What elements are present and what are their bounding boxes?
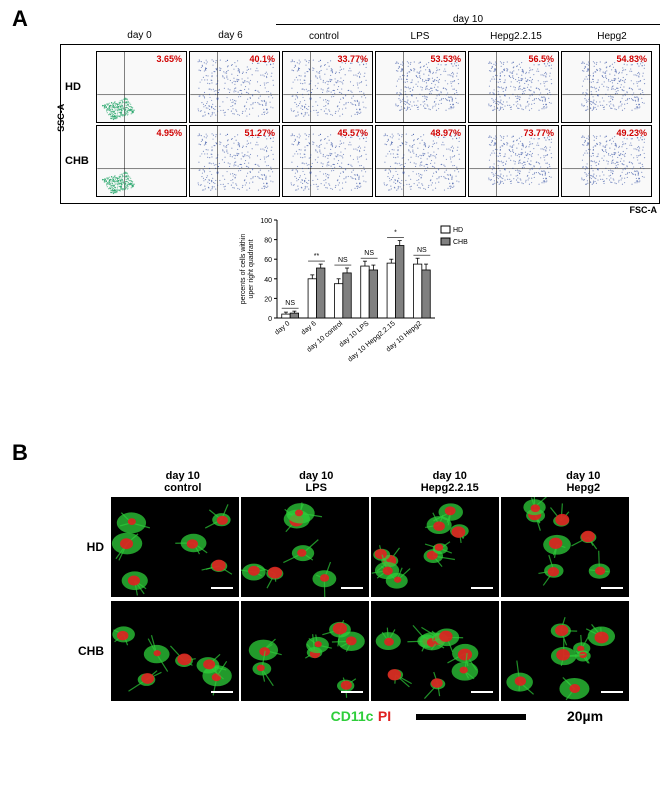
svg-text:NS: NS [417,247,427,254]
svg-text:NS: NS [285,300,295,307]
facs-percent: 73.77% [523,128,554,138]
svg-text:0: 0 [268,316,272,323]
facs-percent: 40.1% [249,54,275,64]
fluor-image [371,497,499,597]
facs-plot: 40.1% [189,51,280,123]
panel-b: day 10control day 10LPS day 10Hepg2.2.15… [60,470,650,726]
x-axis-label: FSC-A [630,205,658,215]
group-label: day 10 [276,14,660,25]
facs-plot: 48.97% [375,125,466,197]
fluor-image [501,601,629,701]
pb-h: day 10 [566,470,600,482]
fluor-image [111,497,239,597]
facs-percent: 49.23% [616,128,647,138]
fluor-row-label: CHB [60,644,110,658]
fluor-image [241,497,369,597]
col-lps: LPS [372,31,468,42]
scale-text: 20µm [567,708,603,724]
svg-text:uper right quadrant: uper right quadrant [248,239,255,298]
facs-percent: 4.95% [156,128,182,138]
fluor-row: CHB [60,600,650,702]
facs-plot: 73.77% [468,125,559,197]
fluor-row: HD [60,496,650,598]
facs-plot: 4.95% [96,125,187,197]
facs-plot: 33.77% [282,51,373,123]
panel-a: day 0 day 6 day 10 control LPS Hepg2.2.1… [60,30,660,204]
col-day6: day 6 [185,30,276,42]
facs-percent: 54.83% [616,54,647,64]
facs-row-label: HD [65,81,95,93]
facs-percent: 33.77% [337,54,368,64]
svg-text:*: * [394,230,397,237]
facs-plot: 49.23% [561,125,652,197]
svg-text:100: 100 [260,218,272,225]
facs-percent: 45.57% [337,128,368,138]
pb-h: day 10 [433,470,467,482]
scale-bar [416,714,526,720]
fluor-image [111,601,239,701]
fluor-row-label: HD [60,540,110,554]
facs-col-headers: day 0 day 6 day 10 control LPS Hepg2.2.1… [60,30,660,42]
legend-cd11c: CD11c [331,708,374,724]
pb-h: day 10 [299,470,333,482]
col-hepg2215: Hepg2.2.15 [468,31,564,42]
fluor-image [241,601,369,701]
facs-row: HD 3.65% 40.1% 33.77% 53.53% 56.5% 54.83… [65,51,655,123]
pb-h: Hepg2 [566,482,600,494]
legend-pi: PI [378,708,391,724]
svg-text:day 10 Hepg2.2.15: day 10 Hepg2.2.15 [347,320,397,363]
y-axis-label: SSC-A [56,104,66,132]
col-hepg2: Hepg2 [564,31,660,42]
col-control: control [276,31,372,42]
svg-text:NS: NS [364,250,374,257]
fluor-image [501,497,629,597]
panel-b-label: B [12,440,28,466]
facs-percent: 51.27% [244,128,275,138]
svg-text:CHB: CHB [453,239,468,246]
facs-plot: 51.27% [189,125,280,197]
fluor-image [371,601,499,701]
facs-percent: 53.53% [430,54,461,64]
svg-text:day 6: day 6 [300,320,318,336]
pb-h: day 10 [166,470,200,482]
svg-text:20: 20 [264,296,272,303]
bar-chart: 0 20 40 60 80 100 percents of cells withinuper… [235,210,505,390]
facs-grid: SSC-A FSC-A HD 3.65% 40.1% 33.77% 53.53%… [60,44,660,204]
svg-text:80: 80 [264,238,272,245]
svg-text:**: ** [314,253,320,260]
svg-text:HD: HD [453,227,463,234]
col-day0: day 0 [94,30,185,42]
pb-h: Hepg2.2.15 [421,482,479,494]
facs-percent: 48.97% [430,128,461,138]
svg-text:day 0: day 0 [274,320,292,336]
svg-text:60: 60 [264,257,272,264]
facs-percent: 3.65% [156,54,182,64]
pb-h: LPS [306,482,327,494]
svg-text:NS: NS [338,257,348,264]
svg-text:40: 40 [264,277,272,284]
facs-plot: 45.57% [282,125,373,197]
panel-b-headers: day 10control day 10LPS day 10Hepg2.2.15… [60,470,650,494]
facs-plot: 3.65% [96,51,187,123]
facs-plot: 54.83% [561,51,652,123]
facs-plot: 53.53% [375,51,466,123]
facs-plot: 56.5% [468,51,559,123]
panel-a-label: A [12,6,28,32]
facs-percent: 56.5% [528,54,554,64]
facs-row-label: CHB [65,155,95,167]
pb-h: control [164,482,201,494]
facs-row: CHB 4.95% 51.27% 45.57% 48.97% 73.77% 49… [65,125,655,197]
svg-text:percents of cells within: percents of cells within [240,234,247,305]
